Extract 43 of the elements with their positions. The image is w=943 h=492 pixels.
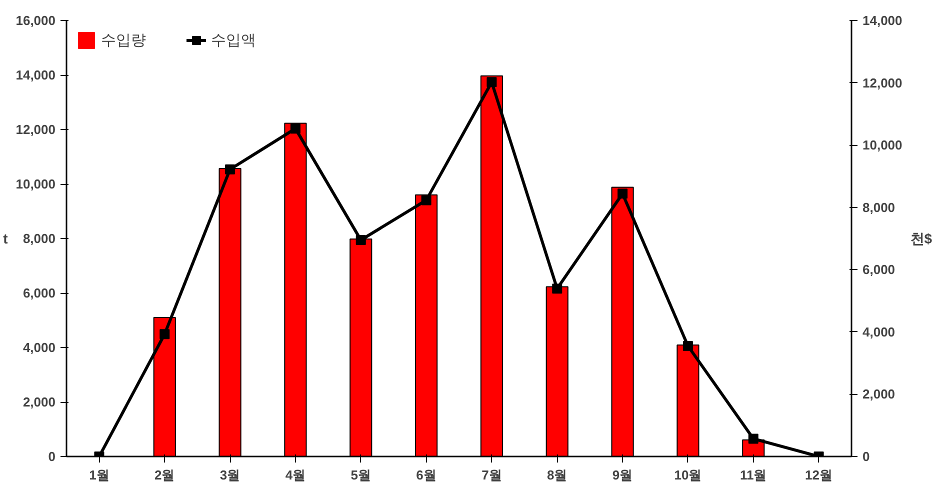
y-tick-label: 6,000 [22, 286, 56, 300]
y-tick-label: 16,000 [16, 13, 56, 28]
point [618, 188, 628, 199]
y2-tick-label: 8,000 [862, 200, 896, 215]
y-tick-label: 8,000 [22, 231, 56, 246]
y2-tick-label: 6,000 [862, 262, 896, 278]
x-tick-label: 3월 [220, 468, 240, 482]
y2-axis-title: 천$ [910, 230, 932, 246]
x-tick-label: 6월 [416, 468, 436, 482]
legend-label: 수입량 [101, 30, 146, 50]
y-tick-label: 10,000 [16, 176, 56, 192]
y-tick-label: 4,000 [22, 340, 56, 355]
x-tick-label: 2월 [154, 468, 175, 482]
point [552, 284, 562, 294]
x-tick-label: 8월 [547, 468, 568, 482]
x-tick-label: 4월 [285, 468, 306, 482]
x-tick-label: 9월 [612, 468, 633, 482]
point [682, 340, 693, 351]
point [160, 329, 170, 340]
point [421, 195, 432, 206]
y-tick-label: 0 [48, 449, 56, 464]
point [486, 77, 497, 88]
y2-tick-label: 10,000 [862, 138, 902, 153]
x-tick-label: 12월 [805, 468, 833, 482]
y-tick-label: 2,000 [22, 394, 56, 410]
legend-label: 수입액 [211, 30, 256, 50]
y2-tick-label: 14,000 [862, 13, 902, 28]
x-tick-label: 5월 [350, 468, 371, 482]
x-tick-label: 11월 [740, 468, 767, 482]
y2-tick-label: 4,000 [862, 324, 896, 340]
x-tick-label: 10월 [674, 468, 702, 482]
y2-tick-label: 12,000 [862, 75, 902, 90]
y2-tick-label: 0 [862, 449, 870, 464]
point [225, 164, 236, 174]
point [356, 235, 366, 246]
y-axis-title: t [3, 230, 8, 246]
point [290, 124, 300, 134]
y-tick-label: 12,000 [16, 122, 56, 137]
y-tick-label: 14,000 [16, 68, 56, 82]
point [748, 434, 758, 444]
x-tick-label: 1월 [89, 468, 110, 482]
x-tick-label: 7월 [482, 468, 502, 482]
y2-tick-label: 2,000 [862, 386, 896, 402]
